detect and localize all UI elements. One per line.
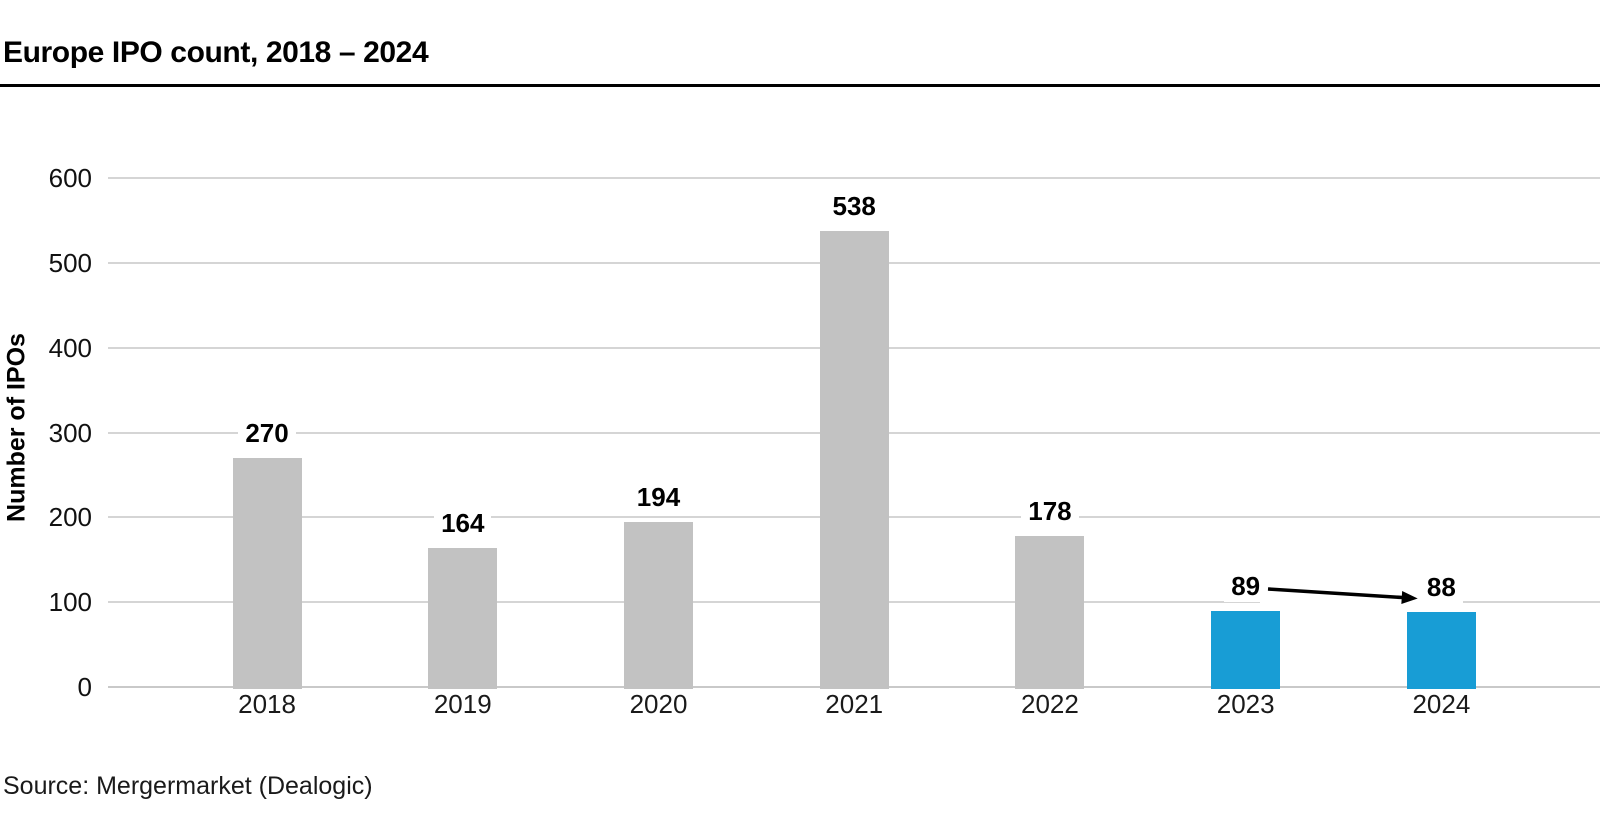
x-tick-label-2020: 2020 [629,689,688,719]
y-tick-label-200: 200 [48,502,92,533]
y-tick-label-0: 0 [77,672,92,702]
x-tick-label-2022: 2022 [1021,689,1079,719]
bar-2024 [1406,612,1476,689]
chart-title: Europe IPO count, 2018 – 2024 [3,36,429,69]
y-tick-label-600: 600 [48,163,92,193]
trend-arrow-icon [1259,575,1430,611]
bar-value-text-2022: 178 [1021,494,1079,527]
y-tick-label-400: 400 [48,332,92,363]
title-rule [0,84,1600,87]
bar-value-text-2020: 194 [629,481,688,514]
x-tick-label-2018: 2018 [238,689,296,719]
bar-value-text-2023: 89 [1224,570,1268,603]
bar-2023 [1211,611,1281,689]
x-tick-label-2024: 2024 [1412,689,1471,719]
x-tick-label-2021: 2021 [825,689,884,719]
bar-value-text-2018: 270 [238,416,296,449]
x-tick-label-2019: 2019 [433,689,492,719]
bar-value-label-2018: 270 [197,416,337,449]
y-tick-label-100: 100 [48,587,92,618]
y-tick-label-500: 500 [48,247,92,278]
bar-2022 [1015,535,1085,689]
y-axis-title: Number of IPOs [2,333,31,522]
bar-value-text-2021: 538 [825,189,883,222]
bar-value-text-2024: 88 [1419,571,1463,604]
bar-value-label-2024: 88 [1371,571,1511,604]
bar-2019 [428,547,498,689]
bar-value-text-2019: 164 [434,506,492,539]
x-tick-label-2023: 2023 [1216,689,1275,719]
bar-2018 [232,457,302,689]
bar-2021 [819,230,889,689]
bar-value-label-2020: 194 [589,481,729,514]
bar-value-label-2021: 538 [784,189,924,222]
source-note: Source: Mergermarket (Dealogic) [3,772,373,800]
bar-value-label-2019: 164 [393,506,533,539]
gridline-600 [108,177,1600,179]
bar-2020 [624,522,693,689]
bar-value-label-2022: 178 [980,494,1120,527]
y-tick-label-300: 300 [48,417,92,448]
bar-value-label-2023: 89 [1176,570,1316,603]
